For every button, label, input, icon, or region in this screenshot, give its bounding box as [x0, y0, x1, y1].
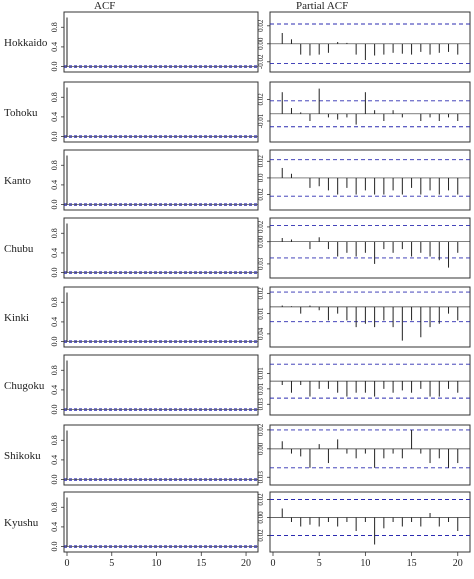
pacf-panel-title: Partial ACF	[296, 0, 348, 12]
acf-y-tick-label: 0.4	[50, 42, 59, 52]
acf-y-tick-label: 0.0	[50, 405, 59, 415]
acf-frame	[63, 491, 259, 553]
acf-y-tick-label: 0.4	[50, 112, 59, 122]
pacf-x-tick-label: 5	[317, 558, 322, 569]
acf-y-tick-label: 0.0	[50, 268, 59, 278]
acf-x-tick-label: 5	[109, 558, 114, 569]
acf-x-tick-label: 0	[65, 558, 70, 569]
pacf-frame	[269, 424, 471, 486]
acf-y-tick-label: 0.0	[50, 132, 59, 142]
pacf-y-tick-label: 0.02	[257, 19, 265, 32]
pacf-y-tick-label: 0.01	[257, 307, 265, 320]
acf-frame	[63, 354, 259, 416]
acf-panel-title: ACF	[94, 0, 115, 12]
pacf-y-tick-label: 0.03	[257, 398, 265, 411]
region-label: Kanto	[4, 175, 31, 187]
acf-y-tick-label: 0.0	[50, 337, 59, 347]
row-shikoku: Shikoku 0.0 0.4 0.8 0.02 0.00 0.03	[4, 423, 471, 486]
acf-frame	[63, 217, 259, 279]
region-label: Kinki	[4, 312, 29, 324]
acf-y-tick-label: 0.8	[50, 365, 59, 375]
acf-y-tick-label: 0.0	[50, 542, 59, 552]
acf-frame	[63, 81, 259, 143]
pacf-frame	[269, 81, 471, 143]
region-label: Chubu	[4, 243, 34, 255]
pacf-y-tick-label: -0.01	[257, 113, 265, 128]
pacf-y-tick-label: 0.01	[257, 382, 265, 395]
x-axes: 0 5 10 15 20 0 5 10 15 20	[65, 552, 463, 569]
row-chugoku: Chugoku 0.0 0.4 0.8 0.01 0.01 0.03	[4, 354, 471, 416]
row-chubu: Chubu 0.0 0.4 0.8 0.02 0.00 0.03	[4, 217, 471, 279]
acf-y-tick-label: 0.4	[50, 385, 59, 395]
acf-x-tick-label: 10	[152, 558, 162, 569]
row-tohoku: Tohoku 0.0 0.4 0.8 0.02 -0.01	[4, 81, 471, 143]
pacf-y-tick-label: 0.03	[257, 471, 265, 484]
acf-x-tick-label: 20	[241, 558, 251, 569]
acf-frame	[63, 286, 259, 348]
pacf-y-tick-label: 0.01	[257, 367, 265, 380]
region-label: Hokkaido	[4, 37, 48, 49]
pacf-y-tick-label: 0.0	[257, 173, 265, 182]
pacf-y-tick-label: 0.00	[257, 235, 265, 248]
pacf-x-tick-label: 15	[407, 558, 417, 569]
acf-y-tick-label: 0.8	[50, 502, 59, 512]
pacf-frame	[269, 149, 471, 211]
acf-frame	[63, 149, 259, 211]
acf-y-tick-label: 0.8	[50, 435, 59, 445]
pacf-y-tick-label: 0.02	[257, 423, 265, 436]
region-label: Kyushu	[4, 517, 39, 529]
pacf-y-tick-label: 0.03	[257, 257, 265, 270]
pacf-y-tick-label: 0.00	[257, 37, 265, 50]
pacf-frame	[269, 286, 471, 348]
acf-y-tick-label: 0.4	[50, 180, 59, 190]
pacf-y-tick-label: 0.02	[257, 529, 265, 542]
row-kyushu: Kyushu 0.0 0.4 0.8 0.02 0.00 0.02	[4, 491, 471, 553]
pacf-y-tick-label: 0.00	[257, 442, 265, 455]
pacf-y-tick-label: 0.02	[257, 93, 265, 106]
acf-y-tick-label: 0.8	[50, 228, 59, 238]
acf-y-tick-label: 0.0	[50, 200, 59, 210]
pacf-x-tick-label: 0	[271, 558, 276, 569]
acf-y-tick-label: 0.4	[50, 522, 59, 532]
row-kinki: Kinki 0.0 0.4 0.8 0.02 0.01 0.04	[4, 286, 471, 348]
pacf-frame	[269, 354, 471, 416]
region-label: Tohoku	[4, 107, 38, 119]
pacf-y-tick-label: 0.02	[257, 287, 265, 300]
pacf-y-tick-label: 0.02	[257, 155, 265, 168]
acf-y-tick-label: 0.0	[50, 475, 59, 485]
acf-y-tick-label: 0.4	[50, 317, 59, 327]
pacf-y-tick-label: 0.02	[257, 188, 265, 201]
pacf-x-tick-label: 10	[360, 558, 370, 569]
row-hokkaido: Hokkaido 0.0 0.4 0.8 0.02 0.00 -0.02	[4, 11, 471, 73]
acf-frame	[63, 11, 259, 73]
acf-y-tick-label: 0.8	[50, 297, 59, 307]
pacf-x-tick-label: 20	[453, 558, 463, 569]
pacf-y-tick-label: 0.02	[257, 493, 265, 506]
pacf-y-tick-label: 0.02	[257, 220, 265, 233]
acf-y-tick-label: 0.0	[50, 62, 59, 72]
acf-y-tick-label: 0.4	[50, 248, 59, 258]
acf-y-tick-label: 0.8	[50, 22, 59, 32]
pacf-y-tick-label: -0.02	[257, 54, 265, 69]
pacf-y-tick-label: 0.04	[257, 327, 265, 340]
row-kanto: Kanto 0.0 0.4 0.8 0.02 0.0 0.02	[4, 149, 471, 211]
acf-frame	[63, 424, 259, 486]
acf-y-tick-label: 0.8	[50, 92, 59, 102]
region-label: Chugoku	[4, 380, 45, 392]
pacf-frame	[269, 11, 471, 73]
region-label: Shikoku	[4, 450, 41, 462]
pacf-frame	[269, 217, 471, 279]
acf-x-tick-label: 15	[196, 558, 206, 569]
pacf-y-tick-label: 0.00	[257, 511, 265, 524]
acf-y-tick-label: 0.4	[50, 455, 59, 465]
pacf-frame	[269, 491, 471, 553]
acf-y-tick-label: 0.8	[50, 160, 59, 170]
